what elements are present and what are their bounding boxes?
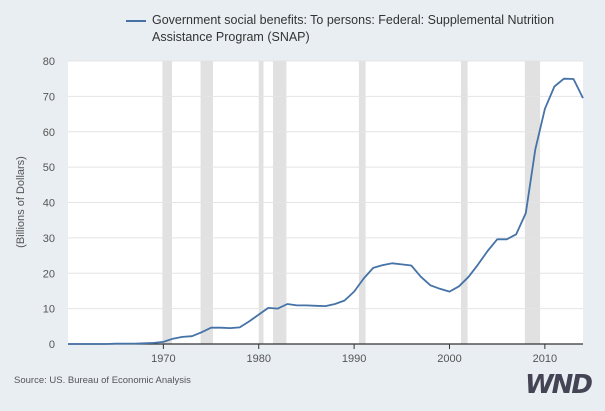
x-tick-label: 2010 xyxy=(533,353,557,365)
y-tick-label: 80 xyxy=(43,56,55,68)
y-tick-label: 20 xyxy=(43,268,55,280)
y-tick-label: 0 xyxy=(49,339,55,351)
wnd-logo: WND xyxy=(524,370,593,400)
legend-label: Government social benefits: To persons: … xyxy=(152,13,555,44)
y-tick-label: 50 xyxy=(43,162,55,174)
series-lines xyxy=(68,77,584,345)
x-tick-label: 2000 xyxy=(437,353,461,365)
legend-swatch xyxy=(126,20,146,22)
x-tick-label: 1990 xyxy=(342,353,366,365)
y-tick-label: 70 xyxy=(43,91,55,103)
gridlines xyxy=(68,60,583,345)
y-tick-label: 30 xyxy=(43,233,55,245)
x-tick-labels: 1970 1980 1990 2000 2010 xyxy=(151,344,557,365)
y-tick-labels: 0 10 20 30 40 50 60 70 80 xyxy=(43,56,55,351)
x-tick-label: 1970 xyxy=(151,353,175,365)
series-line-0[interactable] xyxy=(68,77,584,345)
y-tick-label: 10 xyxy=(43,304,55,316)
x-tick-label: 1980 xyxy=(246,353,270,365)
source-note: Source: US. Bureau of Economic Analysis xyxy=(14,375,191,386)
y-axis-title: (Billions of Dollars) xyxy=(15,156,27,248)
y-tick-label: 40 xyxy=(43,198,55,210)
y-tick-label: 60 xyxy=(43,127,55,139)
